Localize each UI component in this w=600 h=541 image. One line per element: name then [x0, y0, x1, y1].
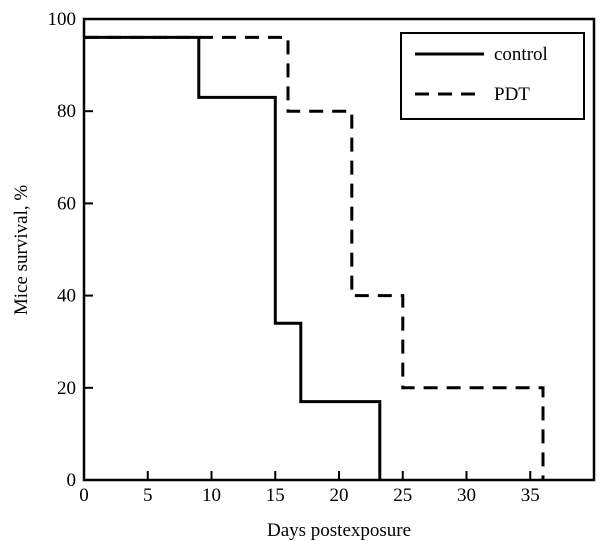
x-axis-title: Days postexposure — [267, 520, 411, 541]
y-tick-label: 20 — [57, 378, 76, 399]
y-tick-label: 60 — [57, 193, 76, 214]
y-axis-title: Mice survival, % — [11, 185, 32, 316]
x-tick-label: 5 — [143, 485, 153, 506]
x-tick-label: 15 — [266, 485, 285, 506]
series-line-control — [84, 35, 382, 480]
x-tick-label: 30 — [457, 485, 476, 506]
x-tick-label: 35 — [521, 485, 540, 506]
series-line-pdt — [84, 35, 545, 480]
x-axis-ticks: 0 5 10 15 20 25 30 35 — [79, 471, 540, 506]
series-layer — [84, 35, 545, 480]
legend-label-pdt: PDT — [494, 84, 530, 105]
y-tick-label: 100 — [48, 9, 77, 30]
x-tick-label: 10 — [202, 485, 221, 506]
x-tick-label: 25 — [393, 485, 412, 506]
y-tick-label: 80 — [57, 101, 76, 122]
legend-box — [400, 32, 585, 120]
legend-label-control: control — [494, 44, 548, 65]
y-axis-ticks: 0 20 40 60 80 100 — [48, 9, 93, 491]
x-tick-label: 20 — [330, 485, 349, 506]
legend: control PDT — [400, 32, 585, 120]
y-tick-label: 0 — [67, 470, 77, 491]
y-tick-label: 40 — [57, 286, 76, 307]
x-tick-label: 0 — [79, 485, 89, 506]
